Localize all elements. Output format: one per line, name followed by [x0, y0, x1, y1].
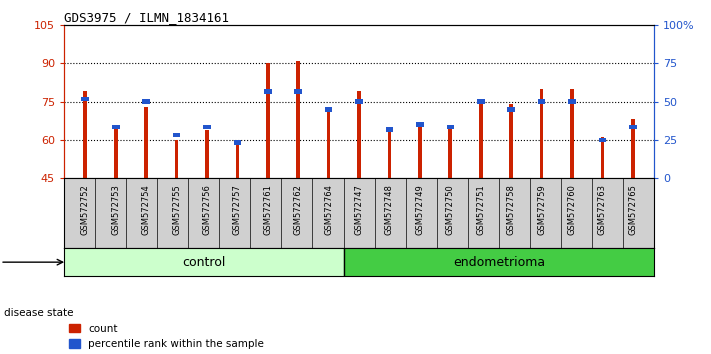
Text: GSM572764: GSM572764 — [324, 184, 333, 235]
Bar — [264, 89, 272, 94]
Text: GSM572758: GSM572758 — [507, 184, 515, 235]
Bar — [629, 125, 636, 130]
Bar — [205, 130, 209, 178]
Text: GSM572748: GSM572748 — [385, 184, 394, 235]
Bar — [509, 104, 513, 178]
Bar — [296, 61, 300, 178]
Bar — [112, 125, 119, 130]
Text: disease state: disease state — [4, 308, 73, 318]
Bar — [570, 89, 574, 178]
Bar — [540, 89, 543, 178]
Text: GDS3975 / ILMN_1834161: GDS3975 / ILMN_1834161 — [64, 11, 229, 24]
Bar — [203, 125, 210, 130]
Bar — [234, 140, 241, 145]
Bar — [631, 120, 635, 178]
Bar — [175, 140, 178, 178]
Bar — [479, 104, 483, 178]
Bar — [477, 99, 484, 104]
Bar — [235, 143, 239, 178]
Text: GSM572752: GSM572752 — [81, 184, 90, 235]
Text: GSM572753: GSM572753 — [111, 184, 120, 235]
Text: GSM572755: GSM572755 — [172, 184, 181, 235]
Bar — [416, 122, 424, 127]
Text: GSM572754: GSM572754 — [141, 184, 151, 235]
Text: GSM572760: GSM572760 — [567, 184, 577, 235]
Bar — [508, 107, 515, 112]
Bar — [418, 127, 422, 178]
Bar — [64, 248, 344, 276]
Text: GSM572763: GSM572763 — [598, 184, 607, 235]
Bar — [387, 132, 391, 178]
Text: GSM572751: GSM572751 — [476, 184, 485, 235]
Bar — [114, 127, 117, 178]
Bar — [266, 63, 269, 178]
Text: endometrioma: endometrioma — [453, 256, 545, 269]
Bar — [449, 127, 452, 178]
Bar — [447, 125, 454, 130]
Bar — [538, 99, 545, 104]
Bar — [144, 107, 148, 178]
Text: GSM572747: GSM572747 — [355, 184, 363, 235]
Bar — [325, 107, 333, 112]
Bar — [142, 99, 150, 104]
Text: GSM572757: GSM572757 — [233, 184, 242, 235]
Text: GSM572759: GSM572759 — [537, 184, 546, 235]
Text: GSM572756: GSM572756 — [203, 184, 211, 235]
Text: GSM572761: GSM572761 — [263, 184, 272, 235]
Text: GSM572749: GSM572749 — [415, 184, 424, 235]
Bar — [82, 97, 89, 101]
Text: control: control — [182, 256, 225, 269]
Bar — [173, 132, 181, 137]
Legend: count, percentile rank within the sample: count, percentile rank within the sample — [69, 324, 264, 349]
Bar — [327, 107, 331, 178]
Text: GSM572762: GSM572762 — [294, 184, 303, 235]
Text: GSM572750: GSM572750 — [446, 184, 455, 235]
Bar — [83, 91, 87, 178]
Bar — [601, 137, 604, 178]
Bar — [344, 248, 654, 276]
Bar — [385, 127, 393, 132]
Text: GSM572765: GSM572765 — [629, 184, 637, 235]
Bar — [294, 89, 302, 94]
Bar — [356, 99, 363, 104]
Bar — [568, 99, 576, 104]
Bar — [357, 91, 361, 178]
Bar — [599, 138, 606, 142]
